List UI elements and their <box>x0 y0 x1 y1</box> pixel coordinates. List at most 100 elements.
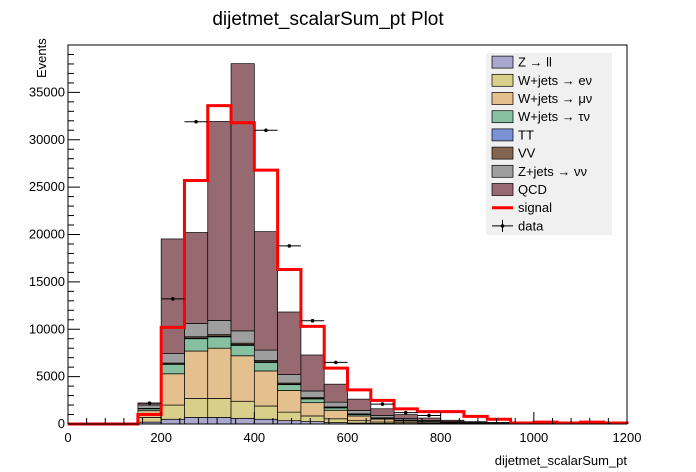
y-tick-label: 20000 <box>29 227 65 242</box>
stack-bar <box>230 63 255 332</box>
data-points <box>137 119 441 418</box>
stack-bar <box>207 336 232 349</box>
stack-bar <box>277 311 302 375</box>
legend-label: signal <box>518 200 552 215</box>
stack-bar <box>347 420 372 424</box>
x-tick-label: 1000 <box>519 430 548 445</box>
stack-bar <box>323 383 348 403</box>
stack-bar <box>417 417 442 421</box>
stack-bar <box>160 353 185 364</box>
stack-bar <box>323 418 348 423</box>
legend-swatch <box>491 92 514 105</box>
stack-bar <box>300 402 325 417</box>
stack-bar <box>300 390 325 398</box>
data-point <box>264 128 268 133</box>
stack-bar <box>184 417 209 425</box>
stack-bar <box>347 410 372 415</box>
data-point <box>171 297 175 301</box>
legend-marker <box>500 224 505 228</box>
legend-swatch <box>491 164 514 178</box>
data-point <box>147 401 152 405</box>
x-axis: 0 200 400 600 800 1000 1200 <box>64 412 641 445</box>
stack-bar <box>370 415 395 419</box>
stack-bar <box>207 347 232 399</box>
y-tick-label: 25000 <box>29 179 65 194</box>
x-tick-label: 400 <box>243 430 265 445</box>
legend-label: W+jets → μν <box>518 91 592 106</box>
legend-label: W+jets → τν <box>518 109 590 124</box>
stack-bar <box>137 417 162 423</box>
y-tick-label: 10000 <box>29 321 65 336</box>
legend-swatch <box>491 128 514 142</box>
data-point <box>287 244 292 248</box>
x-tick-label: 600 <box>337 430 359 445</box>
y-axis-label: Events <box>34 38 49 78</box>
signal-series <box>68 104 629 426</box>
stack-bar <box>230 355 255 402</box>
stack-bar <box>253 231 278 351</box>
y-tick-label: 5000 <box>36 369 65 384</box>
stack-bar <box>323 409 348 420</box>
data-point <box>334 360 338 365</box>
stack-bar <box>347 415 372 422</box>
stack-bar <box>300 354 325 392</box>
stack-bar <box>160 238 185 354</box>
stack-bar <box>253 370 278 407</box>
legend-swatch <box>491 73 514 87</box>
legend-label: VV <box>518 146 536 161</box>
data-point <box>403 410 408 415</box>
stack-bar <box>137 404 162 409</box>
stack-bar <box>160 404 185 420</box>
signal-line <box>68 104 629 426</box>
stack-bar <box>253 405 278 420</box>
stack-bar <box>440 419 465 423</box>
data-point <box>194 119 198 124</box>
stack-bar <box>184 398 209 418</box>
stack-bar <box>300 415 325 422</box>
data-point <box>380 402 385 406</box>
x-tick-label: 0 <box>64 430 71 445</box>
legend: Z → ll W+jets → eν W+jets → μν W+jets → τν T… <box>486 53 612 235</box>
stack-bar <box>230 400 255 419</box>
y-tick-label: 35000 <box>29 84 65 99</box>
stack-bar <box>184 232 209 324</box>
stack-bar <box>323 401 348 408</box>
stack-bar <box>230 330 255 344</box>
stack-bar <box>253 418 278 425</box>
stack-bar <box>253 362 278 372</box>
stack-bar <box>230 417 255 425</box>
stack-bar <box>300 398 325 404</box>
chart-title: dijetmet_scalarSum_pt Plot <box>212 9 444 30</box>
stack-bar <box>486 422 511 424</box>
x-tick-label: 1200 <box>613 430 642 445</box>
stack-bar <box>160 418 185 425</box>
legend-swatch <box>491 110 514 124</box>
stack-bar <box>277 374 302 384</box>
stack-bar <box>277 390 302 413</box>
stack-bar <box>207 121 232 321</box>
stack-bar <box>253 349 278 361</box>
legend-label: TT <box>518 127 534 142</box>
stack-bar <box>277 411 302 422</box>
data-point <box>310 318 315 323</box>
stack-bar <box>370 418 395 423</box>
legend-swatch <box>491 146 514 160</box>
legend-swatch <box>491 183 514 196</box>
stack-bar <box>207 320 232 336</box>
stack-bar <box>184 338 209 352</box>
x-axis-label: dijetmet_scalarSum_pt <box>495 453 628 468</box>
legend-swatch <box>491 55 514 69</box>
y-tick-label: 0 <box>58 416 65 431</box>
legend-label: W+jets → eν <box>518 73 592 88</box>
stack-bar <box>347 398 372 411</box>
x-tick-label: 200 <box>150 430 172 445</box>
stack-bar <box>207 417 232 425</box>
legend-label: data <box>518 218 544 233</box>
data-point <box>427 413 431 418</box>
legend-label: Z → ll <box>518 55 552 70</box>
legend-label: QCD <box>518 182 547 197</box>
stack-bar <box>184 323 209 338</box>
stack-bar <box>160 373 185 406</box>
stack-bar <box>463 421 488 423</box>
